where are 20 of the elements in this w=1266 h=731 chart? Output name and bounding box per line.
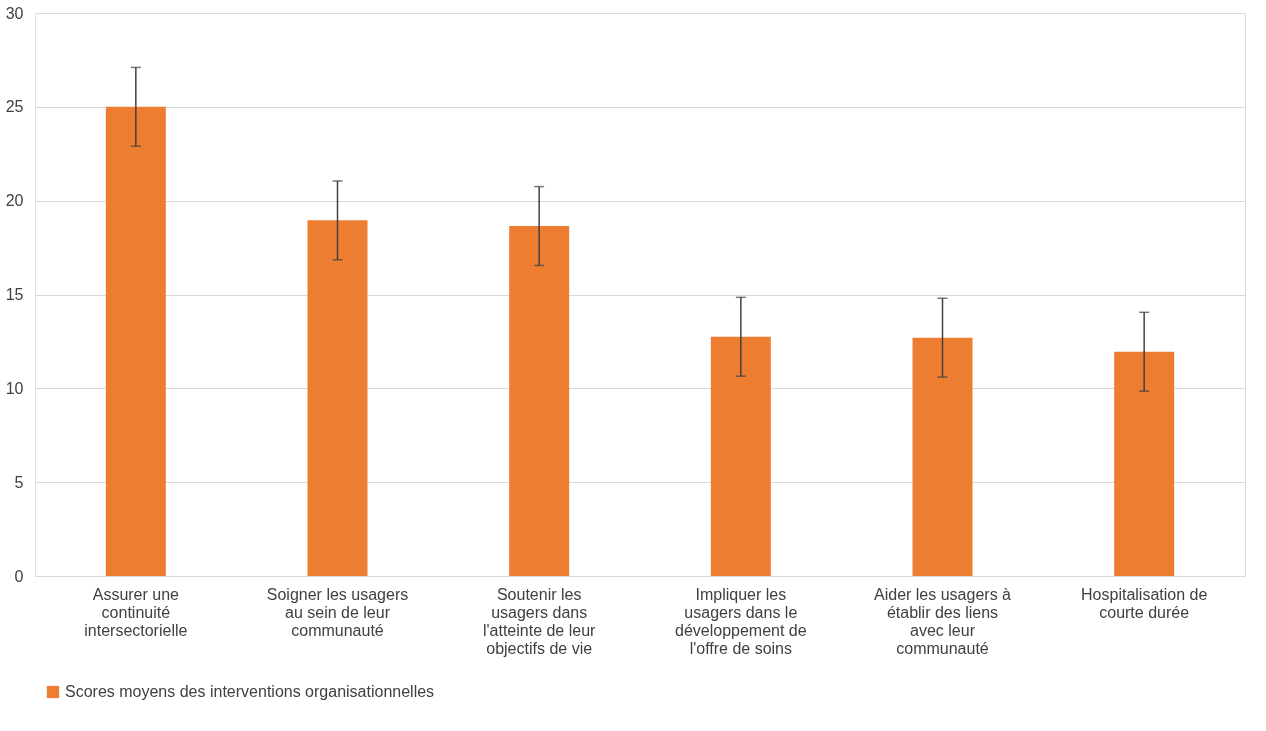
x-tick-label: Impliquer les usagers dans le développement de l'offre de soins	[675, 585, 807, 657]
x-tick-label: Aider les usagers à établir des liens avec leur communauté	[874, 585, 1012, 657]
y-tick-label: 30	[5, 4, 24, 22]
legend-label: Scores moyens des interventions organisationnelles	[65, 683, 435, 700]
bar	[912, 337, 973, 576]
y-tick-label: 0	[14, 567, 24, 585]
x-tick-label: Soigner les usagers au sein de leur communauté	[266, 585, 409, 639]
x-tick-label: Hospitalisation de courte durée	[1081, 585, 1208, 621]
y-tick-label: 20	[5, 192, 24, 210]
y-tick-label: 25	[5, 98, 24, 116]
bar	[710, 336, 771, 576]
y-tick-label: 5	[14, 473, 24, 491]
bar	[1114, 351, 1175, 576]
x-tick-label: Soutenir les usagers dans l'atteinte de leur objectifs de vie	[482, 585, 597, 657]
y-tick-label: 15	[5, 286, 24, 303]
y-tick-label: 10	[5, 379, 24, 397]
bar	[509, 226, 570, 576]
bar	[105, 106, 166, 576]
bar	[307, 220, 368, 576]
x-tick-label: Assurer une continuité intersectorielle	[84, 585, 188, 639]
